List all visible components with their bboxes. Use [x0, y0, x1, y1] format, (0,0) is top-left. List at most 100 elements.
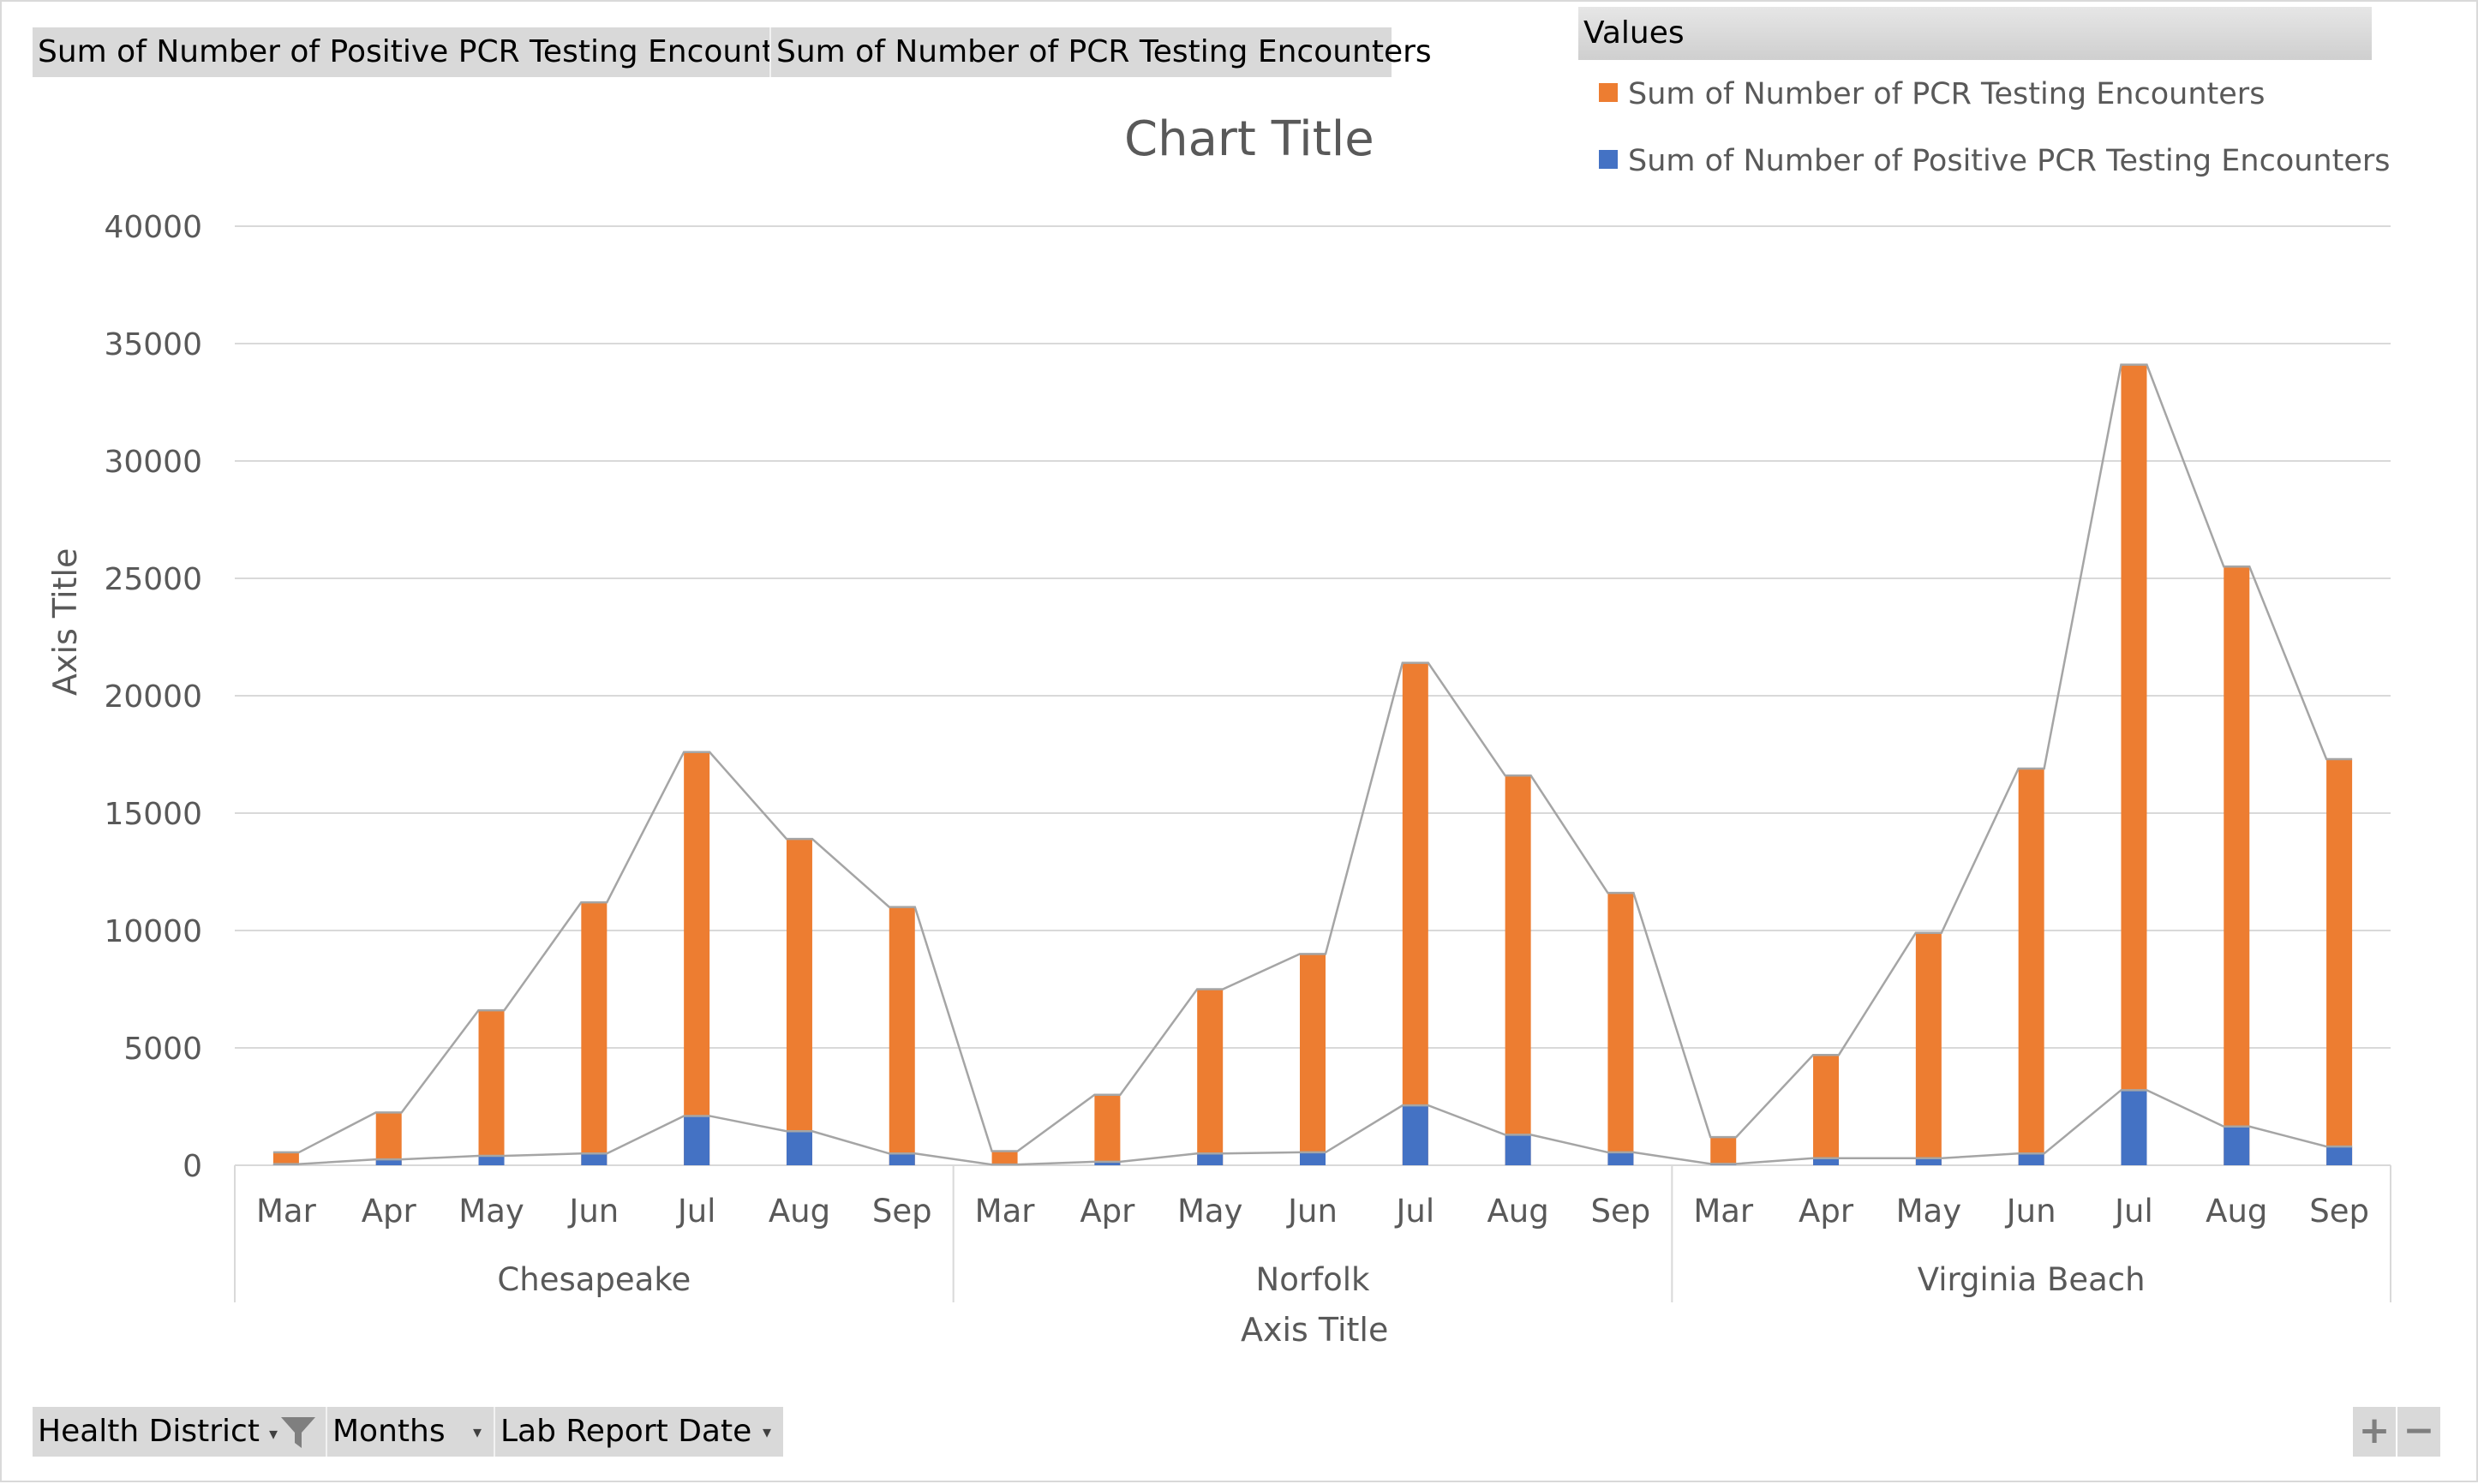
bar-pcr-positive: [375, 1159, 402, 1165]
bar-pcr-total: [684, 751, 710, 1165]
legend-swatch-orange: [1599, 83, 1618, 102]
y-tick-label: 15000: [104, 797, 202, 832]
x-category-label: Aug: [2206, 1193, 2267, 1230]
legend-item-label: Sum of Number of Positive PCR Testing En…: [1628, 144, 2391, 178]
axis-field-button-months[interactable]: Months ▾: [326, 1407, 494, 1457]
x-category-label: Jul: [676, 1193, 716, 1230]
bar-pcr-positive: [889, 1153, 915, 1165]
bar-pcr-positive: [1607, 1152, 1634, 1165]
x-category-label: Sep: [872, 1193, 932, 1230]
x-axis-title[interactable]: Axis Title: [1241, 1311, 1389, 1349]
bar-pcr-total: [1813, 1055, 1840, 1165]
legend-item-label: Sum of Number of PCR Testing Encounters: [1628, 77, 2266, 111]
axis-field-button-label: Months: [332, 1414, 446, 1449]
bar-pcr-positive: [2224, 1126, 2250, 1165]
x-category-label: Sep: [1591, 1193, 1651, 1230]
y-tick-label: 40000: [104, 210, 202, 245]
x-category-label: Jun: [567, 1193, 619, 1230]
bar-pcr-total: [1710, 1137, 1737, 1165]
bar-pcr-total: [991, 1151, 1018, 1165]
bar-pcr-positive: [684, 1116, 710, 1165]
legend-field-button-values[interactable]: Values: [1578, 7, 2372, 60]
axis-field-button-label: Lab Report Date: [500, 1414, 752, 1449]
x-group-label: Chesapeake: [497, 1261, 691, 1298]
y-tick-label: 5000: [123, 1032, 202, 1067]
bar-pcr-positive: [478, 1156, 505, 1165]
bar-pcr-positive: [1813, 1158, 1840, 1165]
bar-pcr-total: [1094, 1094, 1121, 1165]
dropdown-arrow-icon: ▾: [472, 1421, 482, 1442]
bar-pcr-total: [581, 902, 608, 1165]
y-tick-label: 10000: [104, 914, 202, 949]
bar-pcr-total: [2018, 768, 2044, 1165]
x-category-label: Mar: [256, 1193, 317, 1230]
x-category-label: May: [1177, 1193, 1243, 1230]
x-category-label: Apr: [1799, 1193, 1854, 1230]
x-category-label: Jul: [1394, 1193, 1434, 1230]
dropdown-arrow-icon: ▾: [268, 1423, 278, 1444]
bar-pcr-positive: [1197, 1153, 1224, 1165]
bar-pcr-total: [1402, 662, 1428, 1165]
bar-pcr-positive: [1505, 1134, 1531, 1165]
bar-pcr-positive: [786, 1131, 812, 1165]
bar-pcr-total: [375, 1112, 402, 1165]
bar-pcr-total: [1300, 954, 1326, 1165]
x-category-label: Mar: [975, 1193, 1036, 1230]
bar-pcr-total: [1607, 893, 1634, 1165]
x-category-label: Aug: [1487, 1193, 1548, 1230]
bar-pcr-positive: [2018, 1153, 2044, 1165]
x-category-label: Apr: [362, 1193, 417, 1230]
y-tick-label: 30000: [104, 445, 202, 480]
bar-pcr-total: [1505, 775, 1531, 1165]
legend-item-positive-pcr[interactable]: Sum of Number of Positive PCR Testing En…: [1599, 144, 2390, 178]
axis-field-button-health-district[interactable]: Health District ▾: [33, 1407, 326, 1457]
x-category-label: May: [1896, 1193, 1962, 1230]
x-category-label: Aug: [769, 1193, 830, 1230]
bar-pcr-total: [786, 839, 812, 1165]
collapse-field-button[interactable]: −: [2397, 1407, 2440, 1457]
bar-pcr-positive: [1915, 1158, 1942, 1165]
expand-field-button[interactable]: +: [2353, 1407, 2396, 1457]
y-tick-label: 35000: [104, 327, 202, 362]
bar-pcr-total: [272, 1152, 299, 1165]
bar-pcr-total: [889, 907, 915, 1165]
axis-field-button-lab-report-date[interactable]: Lab Report Date ▾: [494, 1407, 783, 1457]
y-tick-label: 25000: [104, 562, 202, 597]
bar-pcr-total: [2121, 364, 2147, 1165]
dropdown-arrow-icon: ▾: [762, 1421, 771, 1442]
data-field-button-pcr[interactable]: Sum of Number of PCR Testing Encounters: [769, 27, 1432, 77]
data-field-button-label: Sum of Number of Positive PCR Testing En…: [38, 34, 822, 69]
axis-field-button-label: Health District: [38, 1414, 260, 1449]
bar-pcr-total: [2224, 566, 2250, 1165]
bar-pcr-positive: [2326, 1146, 2353, 1165]
legend-item-pcr[interactable]: Sum of Number of PCR Testing Encounters: [1599, 77, 2265, 111]
legend-header-label: Values: [1583, 15, 1685, 51]
y-tick-label: 0: [183, 1149, 202, 1184]
series-line-pcr-positive: [272, 1089, 2353, 1166]
series-line-pcr-total: [272, 363, 2353, 1154]
y-tick-label: 20000: [104, 679, 202, 715]
x-category-label: Jun: [2005, 1193, 2056, 1230]
x-category-label: Jun: [1286, 1193, 1338, 1230]
data-field-button-positive-pcr[interactable]: Sum of Number of Positive PCR Testing En…: [33, 27, 822, 77]
data-field-button-label: Sum of Number of PCR Testing Encounters: [776, 34, 1432, 69]
legend-swatch-blue: [1599, 150, 1618, 169]
bar-pcr-total: [478, 1010, 505, 1165]
x-category-label: May: [458, 1193, 524, 1230]
x-group-label: Virginia Beach: [1918, 1261, 2146, 1298]
filter-icon: [279, 1415, 317, 1465]
bar-pcr-positive: [2121, 1090, 2147, 1165]
bar-pcr-positive: [581, 1153, 608, 1165]
bar-pcr-positive: [1402, 1105, 1428, 1165]
x-category-label: Sep: [2309, 1193, 2369, 1230]
bar-pcr-positive: [1094, 1161, 1121, 1165]
x-group-label: Norfolk: [1256, 1261, 1370, 1298]
x-category-label: Apr: [1080, 1193, 1135, 1230]
bar-pcr-positive: [1300, 1152, 1326, 1165]
bar-pcr-total: [1197, 989, 1224, 1165]
chart-title[interactable]: Chart Title: [1124, 111, 1374, 167]
x-category-label: Mar: [1693, 1193, 1754, 1230]
bar-pcr-total: [1915, 932, 1942, 1165]
